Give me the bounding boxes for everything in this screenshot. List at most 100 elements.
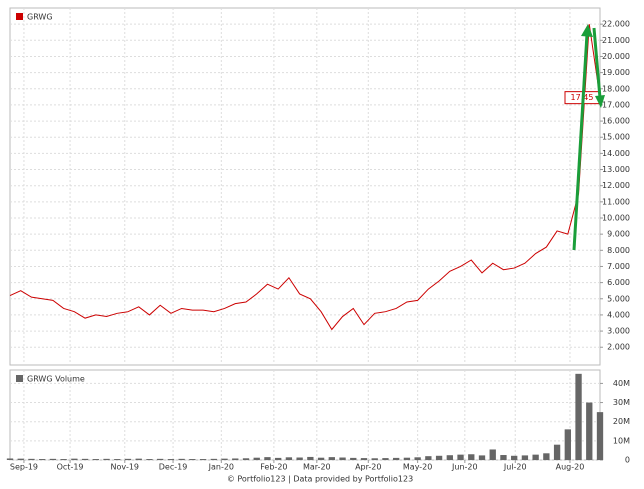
volume-bar (275, 457, 282, 460)
annotation-arrow (572, 33, 589, 251)
x-tick-label: Dec-19 (159, 463, 188, 472)
y-tick-label: 30M (613, 398, 630, 407)
y-tick-label: 7.000 (607, 262, 630, 271)
volume-bar (382, 458, 389, 460)
y-tick-label: 4.000 (607, 310, 630, 319)
volume-bar (135, 458, 142, 460)
x-tick-label: Jul-20 (503, 463, 527, 472)
volume-bar (199, 459, 207, 460)
y-tick-label: 8.000 (607, 246, 630, 255)
volume-bar (296, 457, 303, 460)
volume-bar (371, 458, 378, 460)
y-tick-label: 0 (625, 456, 630, 465)
y-tick-label: 12.000 (602, 181, 630, 190)
y-tick-label: 6.000 (607, 278, 630, 287)
volume-bar (242, 458, 250, 460)
volume-bar (6, 458, 14, 460)
x-tick-label: Feb-20 (260, 463, 287, 472)
x-tick-label: Mar-20 (303, 463, 331, 472)
y-tick-label: 10.000 (602, 214, 630, 223)
volume-bar (178, 458, 185, 460)
volume-bar (478, 455, 486, 460)
volume-bar (586, 402, 593, 460)
volume-bar (285, 457, 293, 460)
volume-bar (49, 458, 57, 460)
volume-bar (425, 456, 432, 460)
volume-bar (403, 457, 411, 460)
y-tick-label: 16.000 (602, 117, 630, 126)
price-line (9, 24, 601, 331)
volume-bar (414, 457, 421, 460)
volume-bar (543, 453, 550, 460)
x-tick-label: Jun-20 (451, 463, 478, 472)
volume-bar (253, 457, 260, 460)
x-tick-label: Apr-20 (355, 463, 381, 472)
x-tick-label: May-20 (403, 463, 432, 472)
volume-bar (232, 458, 239, 460)
y-tick-label: 14.000 (602, 149, 630, 158)
y-tick-label: 40M (613, 379, 630, 388)
y-tick-label: 2.000 (607, 343, 630, 352)
volume-bar (307, 456, 314, 460)
volume-bar (360, 458, 368, 460)
volume-bar (157, 458, 164, 460)
x-tick-label: Nov-19 (111, 463, 139, 472)
legend-swatch (16, 375, 23, 382)
volume-bar (596, 412, 604, 460)
volume-bar (39, 459, 46, 460)
y-tick-label: 15.000 (602, 133, 630, 142)
volume-bar (350, 457, 357, 460)
volume-bar (500, 455, 507, 460)
legend-swatch (16, 13, 23, 20)
volume-bar (435, 455, 443, 460)
volume-bar (81, 458, 89, 460)
volume-bar (489, 449, 496, 460)
volume-bar (167, 459, 175, 460)
x-tick-label: Jan-20 (208, 463, 234, 472)
y-tick-label: 20.000 (602, 52, 630, 61)
y-tick-label: 17.000 (602, 100, 630, 109)
y-tick-label: 21.000 (602, 36, 630, 45)
volume-bar (189, 459, 196, 460)
y-tick-label: 18.000 (602, 84, 630, 93)
volume-bar (564, 429, 571, 460)
legend-label: GRWG (27, 13, 53, 22)
y-tick-label: 13.000 (602, 165, 630, 174)
y-tick-label: 10M (613, 436, 630, 445)
volume-bar (339, 457, 346, 460)
volume-bar (553, 444, 561, 460)
volume-bar (521, 455, 529, 460)
volume-bar (103, 458, 110, 460)
volume-bar (28, 458, 35, 460)
legend-label: GRWG Volume (27, 375, 85, 384)
y-tick-label: 20M (613, 417, 630, 426)
y-tick-label: 11.000 (602, 197, 630, 206)
price-frame (9, 7, 601, 366)
footer: © Portfolio123 | Data provided by Portfo… (227, 475, 413, 484)
volume-bar (71, 458, 78, 460)
volume-bar (92, 459, 99, 460)
volume-bar (511, 455, 518, 460)
annotation-arrow (592, 27, 602, 99)
x-tick-label: Sep-19 (10, 463, 38, 472)
y-tick-label: 19.000 (602, 68, 630, 77)
volume-bar (210, 458, 217, 460)
volume-bar (114, 459, 121, 460)
volume-bar (532, 454, 539, 460)
annotation-arrowhead (595, 95, 605, 108)
volume-bar (457, 454, 464, 460)
volume-bar (393, 457, 400, 460)
volume-bar (328, 457, 335, 460)
volume-bar (317, 457, 325, 460)
x-tick-label: Aug-20 (556, 463, 585, 472)
x-tick-label: Oct-19 (57, 463, 84, 472)
volume-bar (264, 457, 271, 460)
volume-bar (468, 454, 475, 460)
y-tick-label: 3.000 (607, 327, 630, 336)
volume-bar (221, 458, 228, 460)
y-tick-label: 5.000 (607, 294, 630, 303)
annotation-arrowhead (581, 24, 593, 37)
volume-bar (446, 455, 453, 460)
volume-bar (146, 459, 153, 460)
